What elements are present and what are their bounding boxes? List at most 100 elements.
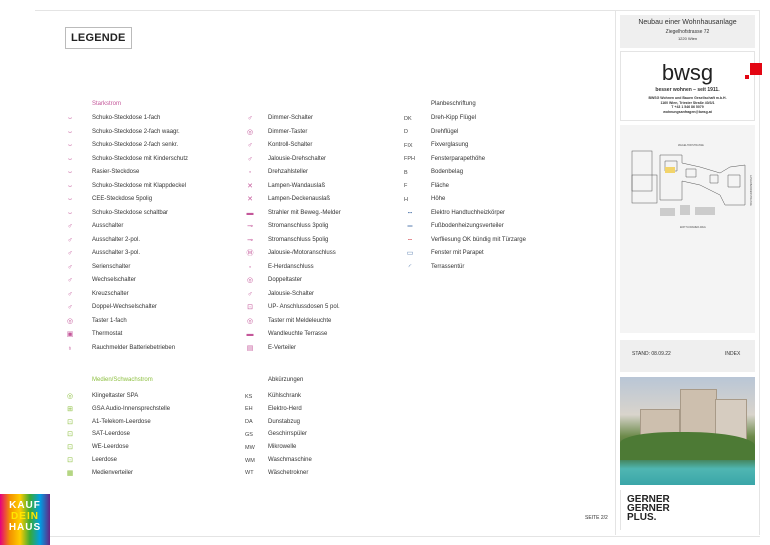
legend-item: Dreh-Kipp Flügel — [431, 115, 477, 121]
legend-item: GSA Audio-Innensprechstelle — [92, 405, 171, 412]
legend-item: Jalousie-/Motoranschluss — [268, 250, 336, 256]
bwsg-address-line: 1160 Wien, Triester Straße 40/3/1 — [660, 100, 715, 105]
legend-item: Strahler mit Beweg.-Melder — [268, 209, 341, 216]
gerner-gerner-plus-logo: GERNER GERNER PLUS. — [620, 490, 755, 530]
legend-item: Jalousie-Drehschalter — [268, 155, 327, 162]
legend-item: Elektro-Herd — [268, 405, 302, 412]
legend-title: LEGENDE — [65, 27, 132, 49]
page-number: SEITE 2/2 — [585, 515, 608, 521]
legend-item: A1-Telekom-Leerdose — [92, 418, 151, 425]
towel-radiator-icon: ┅ — [407, 209, 413, 217]
empty-box-icon: ⊡ — [67, 457, 73, 464]
kauf-logo-line: DEIN — [11, 511, 39, 522]
control-switch-icon: ♂ — [247, 142, 253, 149]
abbreviation-code: H — [404, 196, 408, 203]
legend-item: Thermostat — [92, 331, 123, 337]
abbreviation-code: F — [404, 183, 408, 189]
terrace-wall-light-icon: ▬ — [246, 331, 254, 338]
motor-connection-icon: Ⓜ — [246, 250, 254, 257]
section-starkstrom: Starkstrom — [92, 101, 122, 107]
abbreviation-code: WT — [245, 470, 254, 477]
legend-item: Drehflügel — [431, 128, 459, 135]
abbreviation-code: GS — [245, 431, 253, 438]
building-rendering — [620, 377, 755, 485]
abbreviation-code: D — [404, 129, 408, 135]
legend-item: Doppeltaster — [268, 277, 303, 283]
gerner-logo-line: GERNER — [627, 494, 670, 505]
legend-item: Taster mit Meldeleuchte — [268, 317, 332, 324]
legend-item: Schuko-Steckdose 2-fach waagr. — [92, 128, 180, 135]
divider — [759, 10, 760, 535]
two-way-switch-icon: ♂ — [67, 277, 73, 284]
legend-item: Schuko-Steckdose mit Kinderschutz — [92, 155, 189, 162]
legend-item: Fixverglasung — [431, 142, 469, 148]
legend-item: Geschirrspüler — [268, 431, 308, 438]
legend-item: Schuko-Steckdose 2-fach senkr. — [92, 142, 179, 148]
double-two-way-switch-icon: ♂ — [67, 304, 73, 311]
smoke-detector-icon: ♁ — [67, 344, 73, 352]
section-planbeschriftung: Planbeschriftung — [431, 101, 476, 107]
intercom-icon: ⊞ — [67, 405, 73, 413]
tiling-line-icon: ╌ — [407, 236, 413, 244]
project-street: Ziegelhofstrasse 72 — [665, 29, 710, 35]
cross-switch-icon: ♂ — [67, 290, 73, 298]
stove-connection-icon: ◦ — [248, 263, 252, 271]
wall-lamp-outlet-icon: ✕ — [247, 182, 253, 190]
legend-item: Wäschetrokner — [268, 469, 309, 476]
legend-item: SAT-Leerdose — [92, 431, 130, 438]
push-button-icon: ◎ — [66, 317, 74, 325]
divider — [615, 10, 616, 535]
legend-item: Drehzahlsteller — [268, 169, 309, 175]
switch-icon: ♂ — [67, 223, 73, 230]
legend-item: Ausschalter 2-pol. — [92, 236, 141, 243]
abbreviation-code: FPH — [404, 156, 415, 162]
abbreviation-code: B — [404, 169, 408, 176]
bwsg-logo-block: bwsg besser wohnen – seit 1911. BWSG Woh… — [620, 51, 762, 121]
switch-3pol-icon: ♂ — [67, 250, 73, 257]
legend-item: Dunstabzug — [268, 418, 301, 425]
stand-block: STAND: 08.09.22 INDEX — [620, 340, 755, 372]
power-5pin-icon: ⊸ — [247, 236, 253, 244]
abbreviation-code: DA — [245, 419, 253, 426]
cee-socket-icon: ⌣ — [67, 196, 73, 203]
legend-item: Stromanschluss 5polig — [268, 236, 329, 243]
legend-item: UP- Anschlussdosen 5 pol. — [268, 304, 340, 310]
bwsg-logo: bwsg — [661, 60, 762, 86]
legend-item: WE-Leerdose — [92, 444, 129, 451]
abbreviation-code: KS — [245, 393, 253, 400]
dimmer-switch-icon: ♂ — [247, 115, 253, 122]
legend-item: Ausschalter — [92, 223, 124, 229]
motion-spotlight-icon: ▬ — [246, 209, 254, 217]
legend-item: E-Herdanschluss — [268, 263, 314, 270]
thermostat-icon: ▣ — [66, 331, 74, 338]
window-parapet-icon: ▭ — [406, 250, 414, 257]
legend-item: Terrassentür — [431, 263, 465, 270]
legend-item: Taster 1-fach — [92, 317, 127, 324]
abbreviation-code: MW — [245, 444, 255, 451]
switched-socket-icon: ⌣ — [67, 209, 73, 217]
series-switch-icon: ♂ — [67, 263, 73, 271]
bwsg-address-line: BWSG Wohnen und Bauen Gesellschaft m.b.H… — [648, 96, 727, 100]
bwsg-logo-text: bwsg — [661, 60, 714, 85]
legend-item: Mikrowelle — [268, 444, 297, 451]
legend-item: E-Verteiler — [268, 344, 297, 351]
legend-item: Schuko-Steckdose schaltbar — [92, 209, 169, 216]
abbreviation-code: WM — [245, 457, 255, 464]
dimmer-button-icon: ◎ — [246, 128, 254, 136]
legend-item: Rauchmelder Batteriebetrieben — [92, 344, 176, 351]
bwsg-address-line: T +43 1 546 86 5079 — [671, 105, 704, 109]
bwsg-address-line: wohnungsanfragen@bwsg.at — [663, 109, 712, 114]
legend-item: Waschmaschine — [268, 457, 312, 463]
ceiling-lamp-outlet-icon: ✕ — [247, 196, 253, 203]
legend-item: Lampen-Deckenauslaß — [268, 196, 331, 202]
legend-item: Rasier-Steckdose — [92, 169, 140, 175]
legend-item: Leerdose — [92, 457, 118, 463]
legend-item: Schuko-Steckdose 1-fach — [92, 115, 161, 121]
terrace-door-icon: ◜ — [408, 263, 412, 271]
distribution-board-icon: ▤ — [246, 344, 254, 352]
doorbell-button-icon: ◎ — [66, 393, 74, 400]
project-title: Neubau einer Wohnhausanlage — [638, 19, 737, 26]
legend-item: Bodenbelag — [431, 169, 464, 175]
legend-item: Dimmer-Schalter — [268, 115, 314, 121]
street-label-right: LANGOBARDENSTRASSE — [749, 175, 752, 206]
